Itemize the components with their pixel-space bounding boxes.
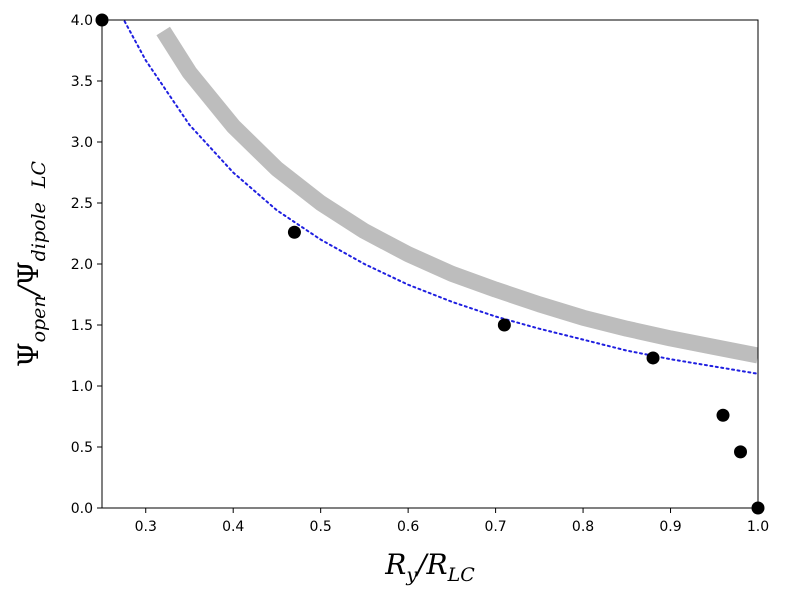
x-tick-label: 0.7 [484,519,506,535]
y-tick-label: 4.0 [71,13,93,29]
y-tick-label: 0.5 [71,440,93,456]
x-tick-label: 0.3 [135,519,157,535]
y-axis-title: Ψopen/ΨdipoleLC [12,161,50,367]
y-tick-label: 3.5 [71,74,93,90]
x-tick-label: 0.8 [572,519,594,535]
data-point [497,318,511,332]
data-point [287,225,301,239]
data-point [751,501,765,515]
data-point [646,351,660,365]
x-tick-label: 0.9 [659,519,681,535]
y-axis-title-sep: / [12,283,45,298]
x-axis-title-main-sub: y [405,564,417,586]
y-axis-title-den-sub: dipole [28,202,50,261]
series-band [156,26,758,364]
y-tick-label: 0.0 [71,501,93,517]
data-point [716,408,730,422]
x-axis-title-den-sub: LC [447,564,476,586]
x-tick-label: 0.4 [222,519,244,535]
x-axis-title-den: R [426,548,448,581]
y-tick-label: 2.5 [71,196,93,212]
y-axis-title-den: Ψ [12,261,45,286]
x-axis-title-sep: / [414,548,429,581]
y-tick-label: 2.0 [71,257,93,273]
y-tick-label: 1.0 [71,379,93,395]
y-axis-title-num-sub: open [28,295,50,342]
series-dotted-line [122,20,758,375]
x-axis-title-main: R [384,548,406,581]
y-axis-title-tail-sub: LC [28,161,50,190]
y-axis-title-num: Ψ [12,342,45,367]
data-point [95,13,109,27]
data-point [734,445,748,459]
x-tick-label: 0.6 [397,519,419,535]
x-axis-title: Ry/RLC [384,548,475,586]
y-tick-label: 1.5 [71,318,93,334]
x-tick-label: 1.0 [747,519,769,535]
x-tick-label: 0.5 [310,519,332,535]
y-tick-label: 3.0 [71,135,93,151]
